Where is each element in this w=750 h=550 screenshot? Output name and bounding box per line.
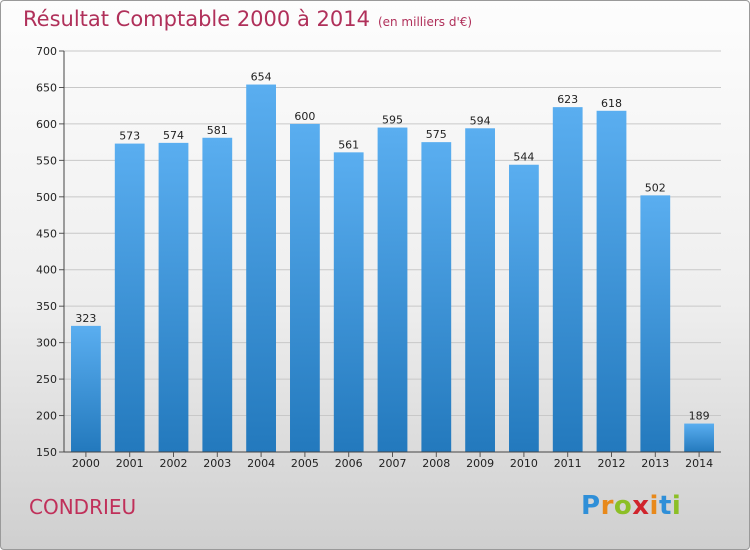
x-tick-label: 2006 [335,457,363,470]
bar [71,325,101,452]
bar [114,143,145,452]
y-tick-label: 400 [36,264,57,277]
y-tick-label: 450 [36,227,57,240]
bar [290,123,320,452]
logo-letter: r [600,491,614,521]
x-tick-label: 2012 [598,457,626,470]
y-tick-label: 700 [36,45,57,58]
bar [509,164,539,453]
x-tick-label: 2000 [72,457,100,470]
bar-value-label: 575 [426,128,447,141]
x-tick-label: 2004 [247,457,275,470]
y-tick-label: 550 [36,154,57,167]
bar [640,195,671,453]
y-tick-label: 300 [36,337,57,350]
place-name: CONDRIEU [29,495,137,519]
y-tick-label: 600 [36,118,57,131]
logo-letter: i [671,491,682,521]
bar [596,110,627,452]
x-tick-label: 2013 [641,457,669,470]
y-axis-ticks: 150 200 250 300 350 400 450 500 550 600 650 700 [36,45,64,459]
y-tick-label: 150 [36,446,57,459]
x-tick-label: 2014 [685,457,713,470]
x-tick-label: 2001 [116,457,144,470]
x-tick-label: 2005 [291,457,319,470]
y-tick-label: 250 [36,373,57,386]
bar-value-label: 573 [119,130,140,143]
bar-value-label: 654 [251,71,272,84]
bar-value-label: 595 [382,114,403,127]
bar [158,142,189,452]
y-tick-label: 200 [36,410,57,423]
x-tick-label: 2002 [160,457,188,470]
bar [377,127,408,453]
bar-value-label: 323 [75,312,96,325]
x-tick-label: 2011 [554,457,582,470]
x-tick-label: 2003 [203,457,231,470]
proxiti-logo: Proxiti [581,491,681,521]
bar-value-label: 594 [470,114,491,127]
chart-title: Résultat Comptable 2000 à 2014 (en millie… [23,7,472,31]
y-tick-label: 500 [36,191,57,204]
logo-letter: i [649,491,659,521]
logo-letter: t [658,491,672,521]
bar-value-label: 581 [207,124,228,137]
y-tick-label: 650 [36,81,57,94]
bar-value-label: 623 [557,93,578,106]
bar [246,84,276,453]
bar [684,423,714,452]
bar [465,128,495,452]
logo-letter: P [581,491,601,521]
bar-value-label: 502 [645,181,666,194]
bar-value-label: 600 [294,110,315,123]
bar [552,107,583,452]
bar-value-label: 544 [513,151,534,164]
bar [202,137,233,452]
bar [421,142,452,453]
bar-value-label: 618 [601,97,622,110]
logo-letter: x [632,491,650,521]
chart-subtitle: (en milliers d'€) [377,15,473,29]
bar-value-label: 561 [338,138,359,151]
bars: 323 573 574 581 654 600 561 595 575 594 544 623 618 5… [71,71,714,453]
chart-title-text: Résultat Comptable 2000 à 2014 [23,7,370,31]
y-tick-label: 350 [36,300,57,313]
x-tick-label: 2007 [379,457,407,470]
x-axis-ticks: 2000 2001 2002 2003 2004 2005 2006 2007 2008 2009… [72,452,713,470]
logo-letter: o [613,491,633,521]
bar-value-label: 189 [689,410,710,423]
x-tick-label: 2008 [422,457,450,470]
bar [333,152,364,453]
bar-value-label: 574 [163,129,184,142]
x-tick-label: 2010 [510,457,538,470]
x-tick-label: 2009 [466,457,494,470]
